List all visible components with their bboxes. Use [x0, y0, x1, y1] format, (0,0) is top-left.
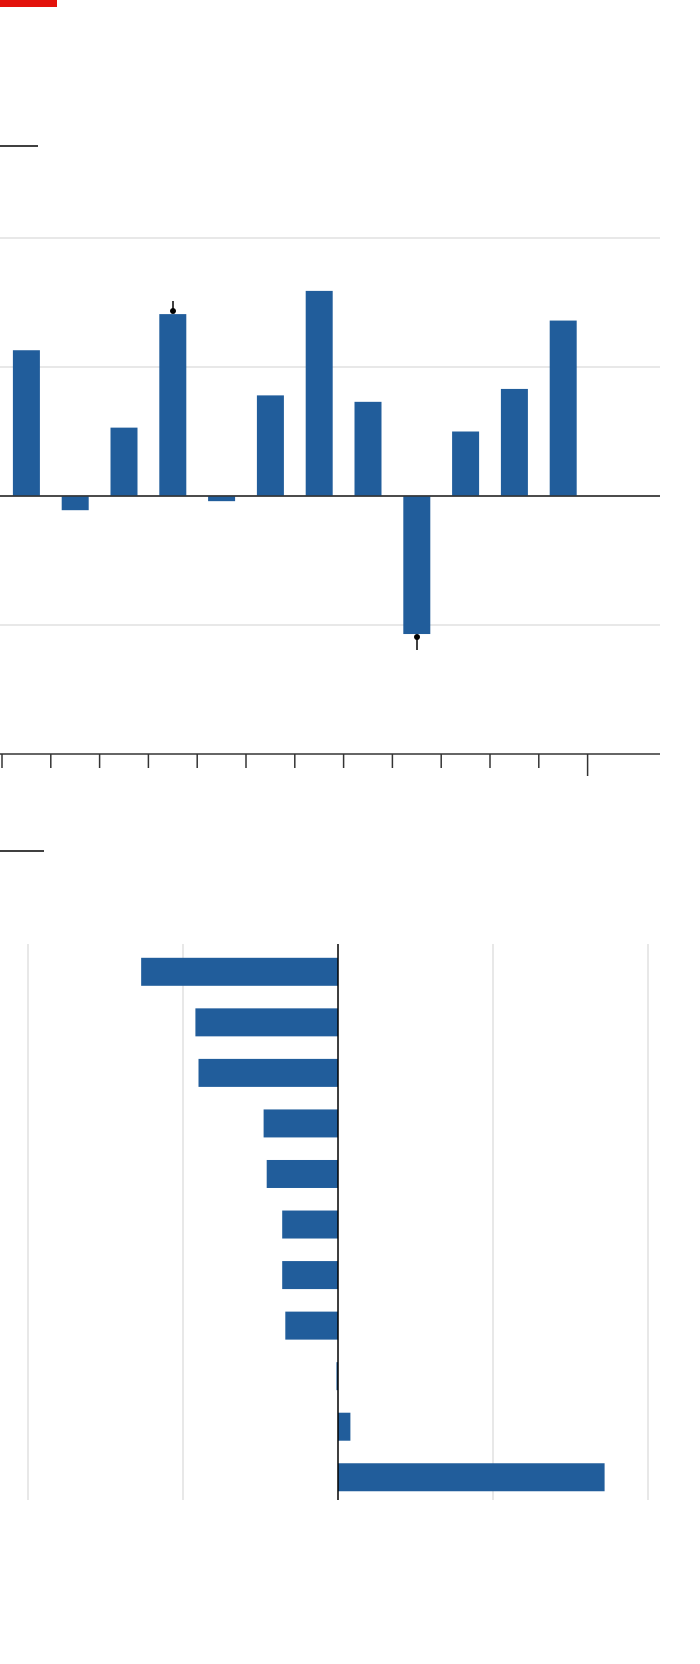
bar [452, 431, 480, 496]
bar [285, 1311, 338, 1340]
bar [141, 957, 338, 986]
bar [282, 1210, 338, 1239]
bar [263, 1109, 338, 1138]
bar [12, 350, 40, 496]
column-chart [0, 237, 660, 776]
bar [61, 496, 89, 511]
bar [282, 1261, 338, 1290]
bar [266, 1159, 338, 1188]
bar [110, 427, 138, 496]
marker-dot [170, 308, 176, 314]
bar [198, 1058, 338, 1087]
bar [403, 496, 431, 635]
bar [338, 1412, 351, 1441]
bar [208, 496, 236, 502]
bar [549, 320, 577, 496]
marker-dot [414, 634, 420, 640]
bar [338, 1463, 605, 1492]
brand-bar [0, 0, 57, 7]
bar-chart [27, 944, 649, 1500]
bar [500, 388, 528, 496]
bar [159, 314, 187, 496]
bar [305, 290, 333, 496]
bar [195, 1008, 338, 1037]
bar [256, 395, 284, 496]
bar [336, 1362, 338, 1391]
annotation-markers [170, 301, 420, 650]
bar [354, 401, 382, 496]
